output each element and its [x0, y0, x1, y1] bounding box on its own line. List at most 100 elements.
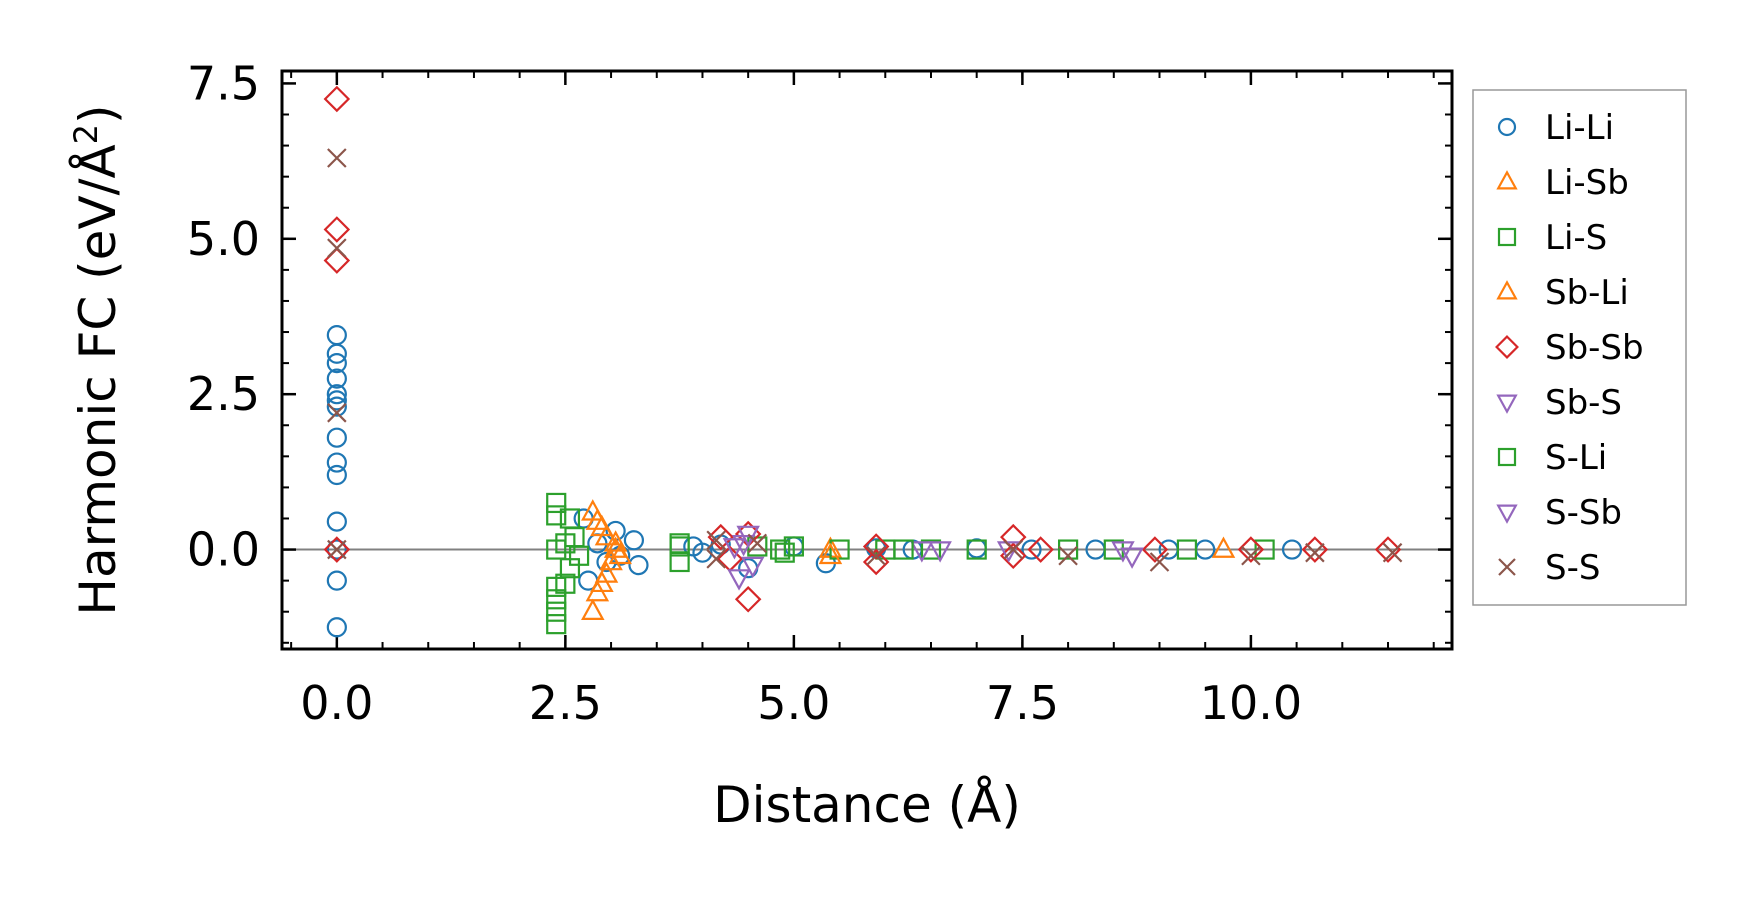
x-tick-label: 5.0: [757, 676, 830, 730]
y-tick-label: 2.5: [187, 367, 260, 421]
legend-label: S-Li: [1545, 438, 1607, 478]
data-point: [546, 614, 567, 635]
data-point: [910, 541, 934, 563]
legend: Li-Li Li-Sb Li-S Sb-Li Sb-Sb Sb-S S-Li S-Sb S-S: [1472, 89, 1687, 606]
data-point: [327, 148, 347, 168]
x-tick-label: 2.5: [529, 676, 602, 730]
data-point: [628, 554, 649, 576]
data-point: [783, 536, 804, 557]
data-point: [326, 617, 347, 638]
data-point: [603, 536, 628, 558]
data-point: [1057, 539, 1079, 560]
data-point: [555, 573, 576, 594]
data-point: [603, 530, 628, 552]
data-point: [1305, 542, 1325, 563]
data-point: [770, 539, 791, 560]
data-points: [323, 85, 1403, 638]
data-point: [623, 530, 645, 551]
legend-label: Sb-S: [1545, 383, 1622, 423]
x-tick-label: 10.0: [1200, 676, 1302, 730]
data-point: [323, 536, 351, 563]
data-point: [326, 396, 347, 417]
data-point: [1141, 536, 1169, 563]
data-point: [1058, 545, 1078, 566]
data-point: [327, 539, 347, 560]
data-point: [581, 598, 605, 621]
legend-marker: [1497, 117, 1517, 137]
legend-label: Li-S: [1545, 218, 1607, 258]
data-point: [1281, 539, 1303, 560]
legend-label: Li-Sb: [1545, 163, 1629, 203]
data-point: [893, 539, 914, 560]
data-point: [323, 247, 351, 274]
y-tick-label: 5.0: [187, 212, 260, 266]
data-point: [1021, 539, 1042, 560]
data-point: [747, 533, 768, 554]
data-point: [599, 548, 623, 571]
data-point: [1237, 536, 1265, 563]
legend-label: S-Sb: [1545, 493, 1622, 533]
y-axis-title: Harmonic FC (eV/Å2): [67, 104, 127, 615]
data-point: [1241, 545, 1261, 566]
legend-marker: [1497, 447, 1517, 467]
data-point: [727, 569, 751, 591]
legend-entries: Li-Li Li-Sb Li-S Sb-Li Sb-Sb Sb-S S-Li S-Sb S-S: [1495, 108, 1644, 588]
data-point: [920, 539, 942, 560]
data-point: [326, 427, 347, 448]
data-point: [818, 542, 843, 565]
data-point: [323, 85, 351, 113]
data-point: [326, 325, 347, 346]
data-point: [706, 530, 726, 551]
data-point: [594, 561, 619, 583]
data-point: [327, 238, 347, 258]
y-tick-label: 0.0: [187, 523, 260, 577]
data-point: [326, 511, 347, 532]
data-point: [326, 368, 347, 389]
legend-marker: [1496, 504, 1518, 524]
data-point: [862, 533, 890, 560]
data-point: [1027, 536, 1054, 563]
data-point: [999, 542, 1027, 570]
data-point: [1211, 536, 1236, 558]
legend-label: Sb-Sb: [1545, 328, 1644, 368]
data-point: [1374, 536, 1402, 563]
x-tick-label: 7.5: [986, 676, 1059, 730]
y-tick-label: 7.5: [187, 56, 260, 110]
data-point: [323, 216, 351, 243]
data-point: [731, 535, 756, 557]
legend-label: Li-Li: [1545, 108, 1614, 148]
data-point: [740, 556, 765, 579]
data-point: [326, 452, 347, 473]
data-point: [1003, 539, 1024, 560]
data-point: [1149, 552, 1170, 572]
legend-label: Sb-Li: [1545, 273, 1629, 313]
data-point: [706, 549, 726, 569]
data-point: [326, 353, 347, 374]
data-point: [669, 536, 690, 557]
plot-frame: [280, 69, 1454, 651]
data-point: [829, 539, 850, 560]
data-point: [928, 541, 952, 563]
data-point: [559, 508, 581, 529]
data-point: [568, 545, 590, 566]
data-point: [326, 343, 347, 364]
legend-label: S-S: [1545, 548, 1600, 588]
data-point: [707, 523, 735, 551]
data-point: [1382, 542, 1403, 563]
data-point: [326, 464, 347, 486]
data-point: [594, 524, 619, 546]
data-point: [669, 551, 690, 573]
data-point: [734, 586, 762, 613]
legend-marker: [1496, 280, 1518, 300]
axis-ticks: 0.0 2.5 5.0 7.5 10.0 0.0 2.5 5.0 7.5: [187, 56, 1452, 730]
data-point: [326, 384, 347, 405]
legend-marker: [1496, 394, 1518, 414]
legend-marker: [1497, 227, 1517, 247]
x-tick-label: 0.0: [300, 676, 373, 730]
data-point: [1120, 547, 1144, 569]
data-point: [966, 538, 987, 559]
data-point: [546, 492, 567, 514]
data-point: [546, 505, 567, 526]
legend-marker: [1498, 558, 1516, 576]
